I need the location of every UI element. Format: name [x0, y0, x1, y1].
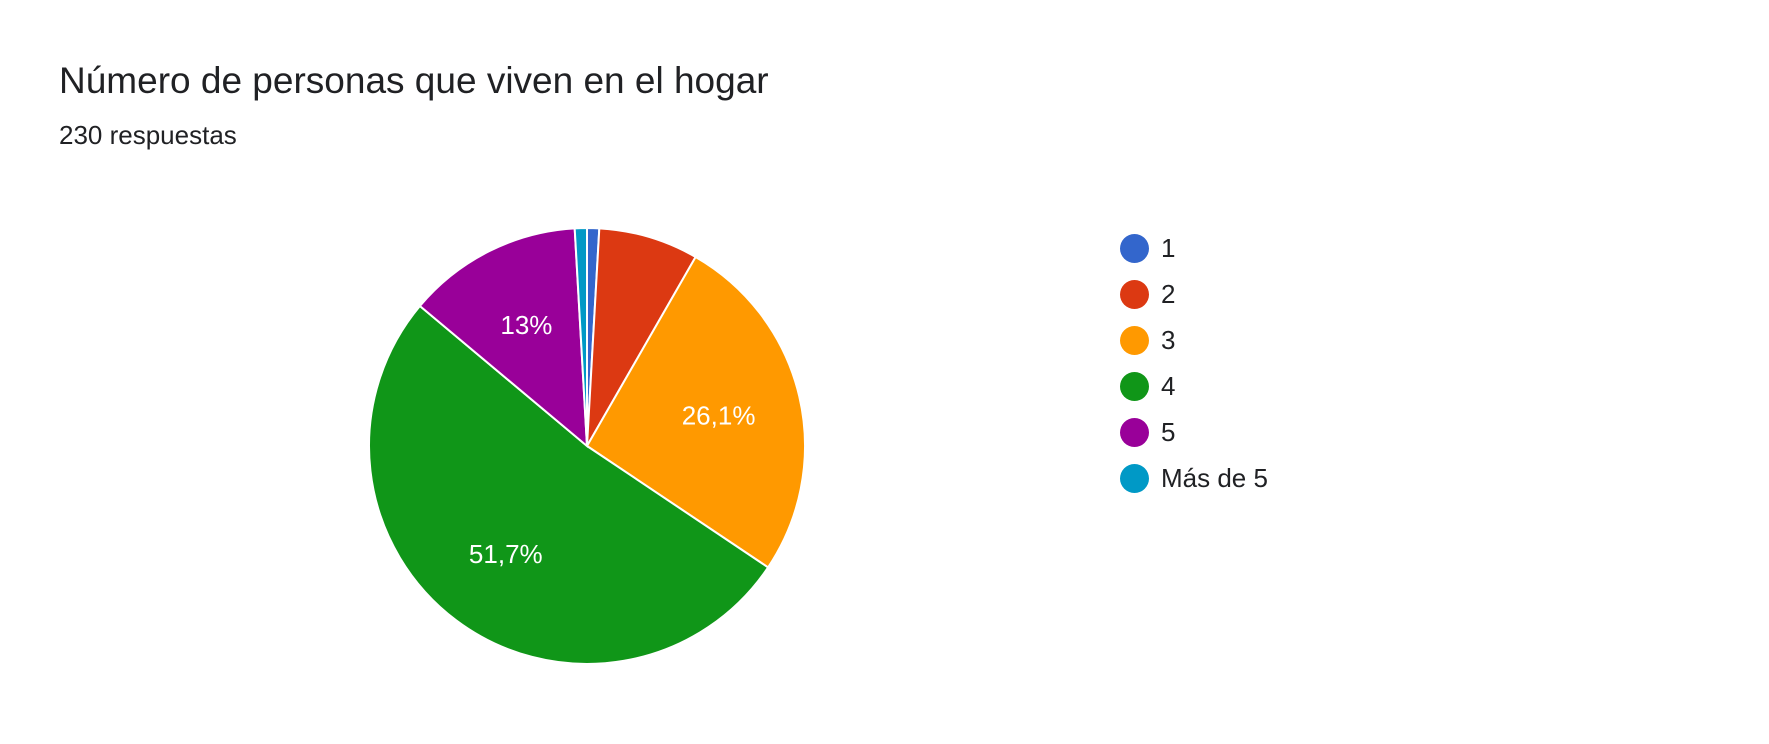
legend-item-5[interactable]: 5 [1120, 409, 1268, 455]
legend-label: 4 [1161, 370, 1176, 401]
legend-label: 2 [1161, 278, 1176, 309]
legend-item-más-de-5[interactable]: Más de 5 [1120, 455, 1268, 501]
slice-label-5: 13% [500, 310, 552, 340]
legend-label: 5 [1161, 416, 1176, 447]
pie-slice-5[interactable] [418, 227, 589, 449]
legend-swatch [1120, 233, 1149, 263]
chart-legend: 1 2 3 4 5 Más de 5 [1120, 225, 1268, 501]
legend-item-1[interactable]: 1 [1120, 225, 1268, 271]
slice-label-4: 51,7% [469, 539, 543, 569]
legend-swatch [1120, 279, 1149, 309]
legend-item-2[interactable]: 2 [1120, 271, 1268, 317]
pie-slice-4[interactable] [368, 304, 770, 665]
legend-swatch [1120, 325, 1149, 355]
legend-label: 1 [1161, 232, 1176, 263]
response-count: 230 respuestas [59, 120, 237, 150]
pie-slice-2[interactable] [586, 227, 697, 447]
legend-label: 3 [1161, 324, 1176, 355]
pie-slice-más-de-5[interactable] [573, 226, 588, 447]
legend-swatch [1120, 371, 1149, 401]
chart-title: Número de personas que viven en el hogar [59, 60, 769, 101]
legend-item-4[interactable]: 4 [1120, 363, 1268, 409]
pie-slice-3[interactable] [585, 255, 806, 569]
legend-swatch [1120, 417, 1149, 447]
legend-label: Más de 5 [1161, 462, 1268, 493]
legend-swatch [1120, 463, 1149, 493]
slice-label-3: 26,1% [682, 400, 756, 430]
legend-item-3[interactable]: 3 [1120, 317, 1268, 363]
